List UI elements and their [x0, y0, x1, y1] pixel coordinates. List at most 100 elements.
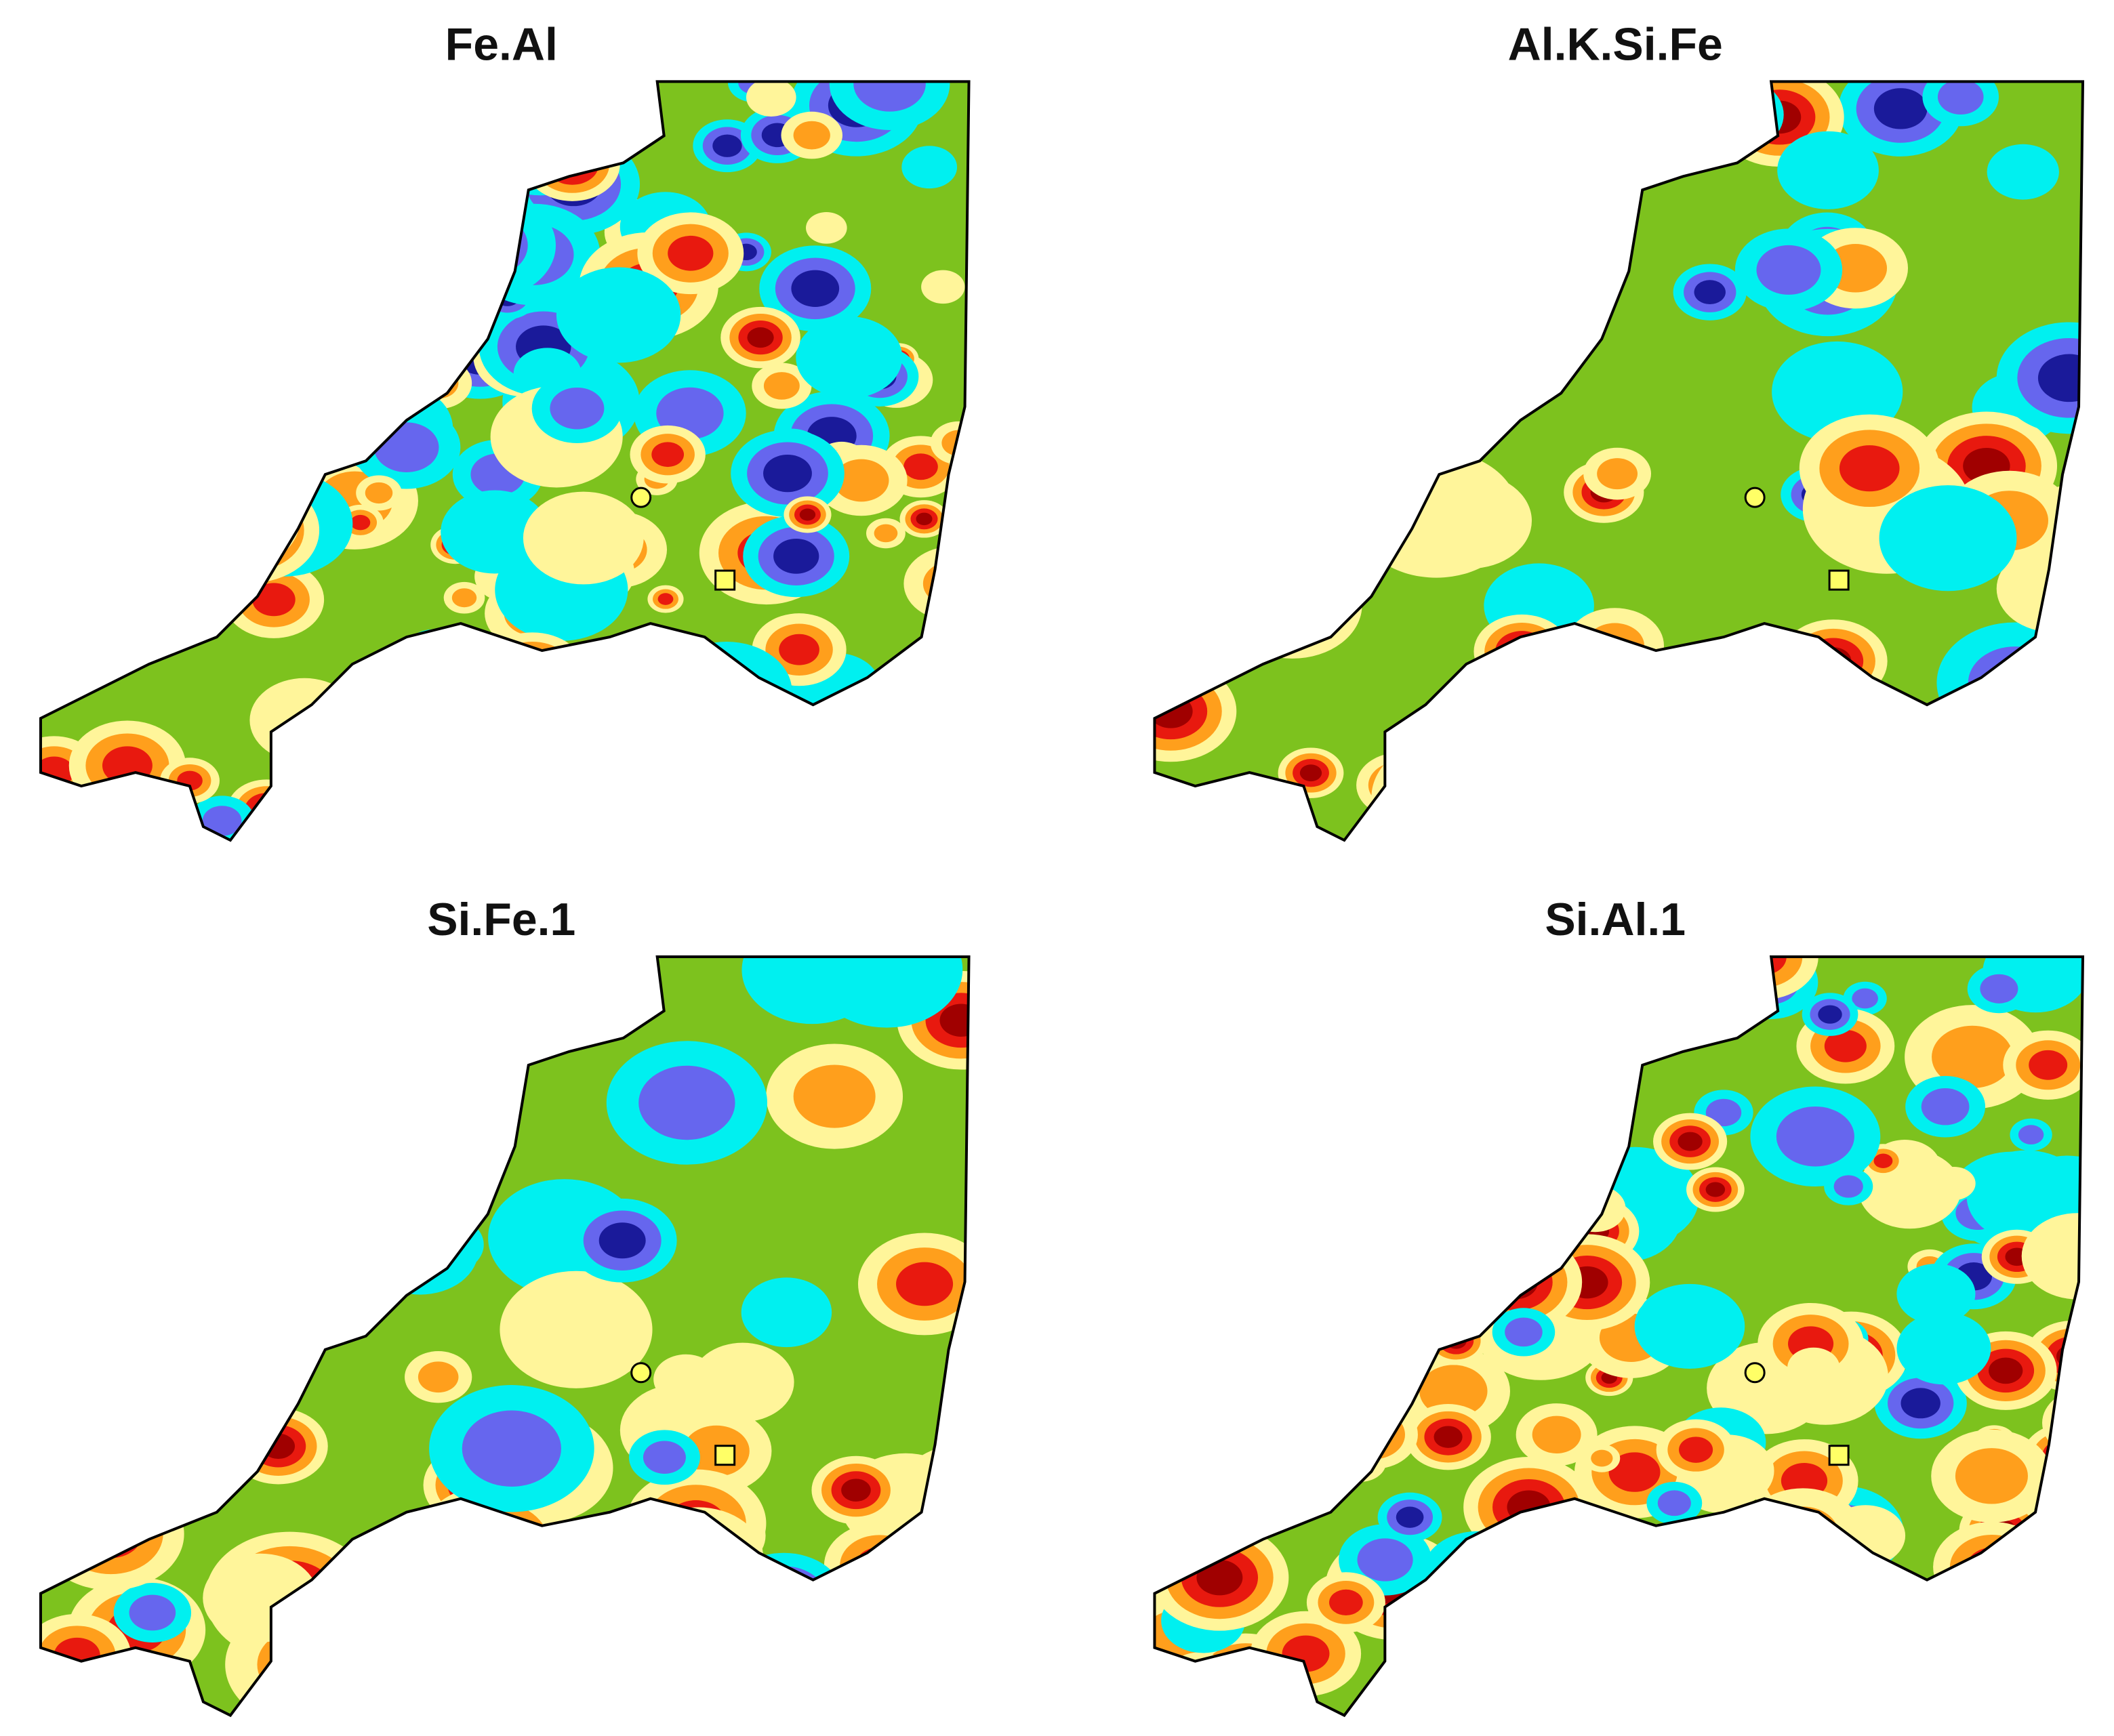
- value-contour: [2026, 798, 2083, 841]
- value-contour: [1777, 131, 1879, 209]
- value-contour: [1238, 563, 1347, 647]
- value-contour: [1314, 1065, 1337, 1083]
- value-contour: [1503, 1212, 1554, 1252]
- value-contour: [461, 1518, 527, 1569]
- value-contour: [1282, 81, 1448, 163]
- value-contour: [448, 694, 539, 764]
- value-contour: [167, 81, 279, 165]
- value-contour: [199, 1336, 279, 1397]
- value-contour: [1365, 965, 1395, 989]
- coastline: [1153, 80, 2085, 842]
- value-contour: [1154, 623, 1200, 674]
- value-contour: [213, 501, 289, 560]
- value-contour: [1226, 1655, 1262, 1684]
- value-contour: [2014, 1638, 2083, 1703]
- value-contour: [1987, 144, 2059, 200]
- site-marker-circle: [1744, 1362, 1766, 1384]
- value-contour: [216, 186, 266, 225]
- value-contour: [424, 81, 439, 92]
- value-contour: [146, 398, 267, 490]
- coastline: [39, 955, 971, 1718]
- value-contour: [178, 154, 228, 193]
- value-contour: [151, 468, 241, 537]
- value-contour: [813, 713, 927, 801]
- value-contour: [841, 1479, 871, 1502]
- value-contour: [934, 684, 969, 712]
- value-contour: [56, 1680, 104, 1716]
- map-panel: [1153, 80, 2085, 842]
- value-contour: [1776, 1106, 1854, 1167]
- value-contour: [1527, 117, 1652, 213]
- value-contour: [1980, 974, 2018, 1004]
- value-contour: [2021, 1533, 2067, 1569]
- value-contour: [1373, 1199, 1471, 1275]
- value-contour: [2042, 1659, 2071, 1682]
- value-contour: [1519, 1218, 1545, 1238]
- value-contour: [169, 303, 198, 325]
- value-contour: [109, 128, 164, 170]
- value-contour: [1271, 415, 1390, 507]
- value-contour: [199, 348, 259, 395]
- value-contour: [1419, 1365, 1488, 1418]
- value-contour: [1174, 1222, 1225, 1261]
- value-contour: [40, 1212, 154, 1338]
- value-contour: [1289, 1200, 1318, 1222]
- value-contour: [927, 679, 969, 718]
- value-contour: [1513, 1214, 1550, 1242]
- value-contour: [352, 211, 460, 295]
- value-contour: [1768, 1570, 1905, 1675]
- value-contour: [661, 642, 792, 743]
- value-contour: [1184, 1229, 1215, 1254]
- value-contour: [1154, 376, 1261, 505]
- value-contour: [1330, 1203, 1356, 1222]
- value-contour: [166, 157, 222, 201]
- value-contour: [611, 788, 648, 817]
- value-contour: [40, 1157, 142, 1277]
- value-contour: [1197, 415, 1227, 438]
- value-contour: [261, 81, 384, 148]
- value-contour: [1178, 400, 1246, 453]
- value-contour: [1966, 1631, 2031, 1680]
- value-contour: [611, 1566, 692, 1628]
- value-contour: [502, 650, 563, 697]
- value-contour: [2033, 1652, 2081, 1689]
- value-contour: [1811, 1638, 1949, 1716]
- value-contour: [1873, 88, 1928, 129]
- value-contour: [1190, 956, 1265, 1014]
- value-contour: [923, 1465, 969, 1531]
- value-contour: [1190, 1412, 1265, 1470]
- value-contour: [1936, 622, 2083, 743]
- value-contour: [1159, 1428, 1187, 1449]
- value-contour: [1272, 1186, 1335, 1235]
- value-contour: [1154, 152, 1283, 266]
- value-contour: [1354, 956, 1407, 997]
- value-contour: [200, 1254, 310, 1338]
- value-contour: [1181, 245, 1228, 281]
- value-contour: [1164, 1214, 1236, 1269]
- value-contour: [2059, 1499, 2083, 1526]
- site-marker-square: [1828, 569, 1850, 591]
- value-contour: [1474, 1100, 1574, 1177]
- value-contour: [1960, 1634, 1985, 1653]
- value-contour: [1336, 1255, 1372, 1283]
- value-contour: [397, 129, 441, 164]
- value-contour: [1524, 1222, 1540, 1234]
- value-contour: [373, 422, 439, 472]
- value-contour: [1412, 200, 1465, 241]
- value-contour: [1179, 1662, 1219, 1693]
- value-contour: [61, 383, 99, 412]
- value-contour: [228, 512, 274, 548]
- value-contour: [638, 1065, 735, 1140]
- value-contour: [2018, 1672, 2083, 1716]
- value-contour: [2032, 1683, 2073, 1715]
- value-contour: [1522, 992, 1622, 1068]
- value-contour: [192, 264, 230, 293]
- value-contour: [1562, 690, 1620, 735]
- value-contour: [1768, 1664, 1826, 1708]
- value-contour: [40, 585, 87, 627]
- value-contour: [381, 798, 468, 841]
- value-contour: [65, 1687, 95, 1710]
- value-contour: [556, 636, 680, 731]
- value-contour: [1932, 1166, 1976, 1201]
- value-contour: [323, 671, 436, 759]
